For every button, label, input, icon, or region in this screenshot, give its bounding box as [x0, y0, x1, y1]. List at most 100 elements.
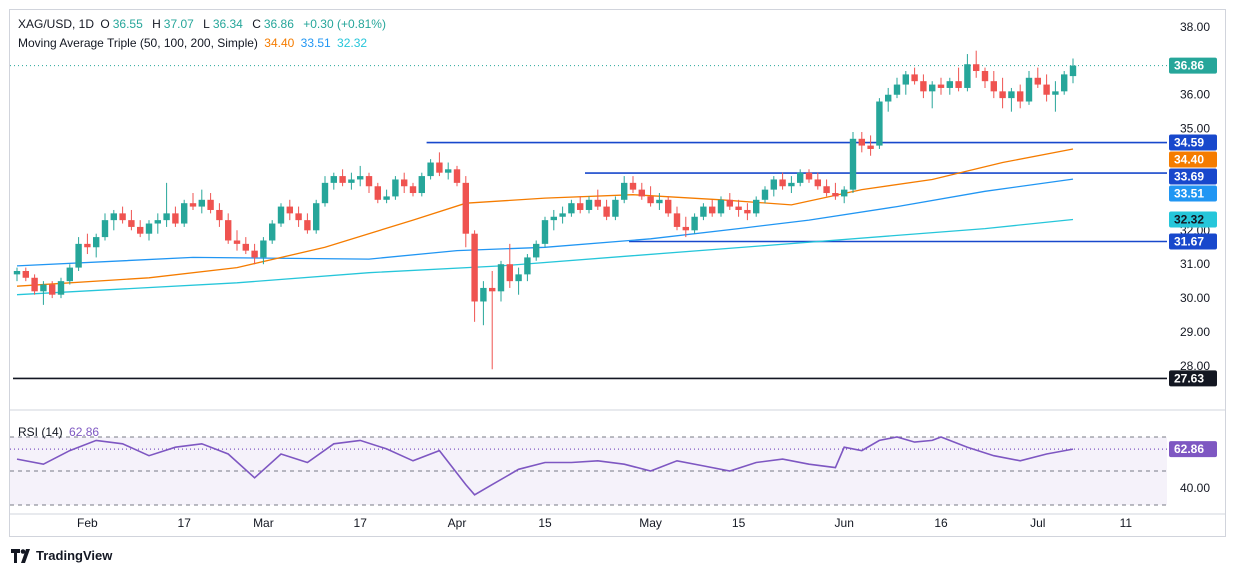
candle-body	[119, 213, 126, 221]
candle-body	[401, 179, 408, 187]
ma200-line	[16, 218, 1074, 296]
candle-body	[937, 84, 945, 88]
candle-body	[753, 199, 760, 214]
low-value: 36.34	[212, 17, 243, 31]
ma50-value-label-bg	[1169, 151, 1217, 168]
rsi-line	[16, 436, 1074, 496]
candle-body	[418, 176, 425, 194]
ohlc-high: H 37.07	[152, 17, 197, 31]
candle-body	[577, 203, 584, 210]
candle-body	[445, 169, 452, 173]
candle-body	[1069, 65, 1077, 77]
candle-body	[216, 209, 223, 221]
candle-body	[269, 223, 276, 241]
price-tick-label: 38.00	[1180, 20, 1210, 34]
time-tick-label: Feb	[77, 516, 98, 530]
candle-body	[797, 172, 804, 183]
time-tick-label: 15	[538, 516, 552, 530]
candle-body	[84, 243, 91, 248]
level-label-support-2: 27.63	[1174, 371, 1204, 385]
candle-body	[946, 81, 953, 88]
candle-body	[436, 162, 443, 173]
candle-body	[788, 182, 795, 187]
candle-body	[75, 243, 82, 268]
candle-body	[374, 186, 381, 200]
candle-body	[893, 84, 901, 95]
candle-body	[770, 179, 777, 190]
time-tick-label: 17	[354, 516, 368, 530]
candle-body	[427, 162, 434, 177]
level-label-resistance-2: 33.69	[1174, 170, 1204, 184]
candle-body	[453, 169, 461, 183]
candle-body	[814, 179, 821, 187]
candle-body	[489, 287, 496, 292]
time-tick-label: 17	[178, 516, 192, 530]
candle-body	[990, 81, 997, 92]
time-tick-label: Mar	[253, 516, 274, 530]
candle-body	[1052, 91, 1059, 95]
candle-body	[198, 199, 205, 207]
level-label-resistance-1-bg	[1169, 134, 1217, 151]
candle-body	[137, 226, 144, 234]
symbol-legend: XAG/USD, 1D O 36.55 H 37.07 L 36.34 C 36.86 …	[18, 17, 389, 31]
candle-body	[823, 186, 830, 194]
candle-body	[885, 94, 892, 102]
candle-body	[1025, 77, 1033, 102]
price-tick-label: 28.00	[1180, 359, 1210, 373]
last-price-label: 36.86	[1174, 59, 1204, 73]
candle-body	[673, 213, 681, 227]
candle-body	[541, 220, 549, 244]
ma200-value-label: 32.32	[1174, 212, 1204, 226]
low-label: L	[203, 17, 210, 31]
candle-body	[409, 186, 417, 194]
time-tick-label: 15	[732, 516, 746, 530]
candle-body	[515, 274, 522, 282]
candle-body	[612, 199, 619, 217]
candle-body	[286, 206, 293, 214]
candle-body	[365, 176, 373, 187]
candle-body	[929, 84, 936, 92]
price-tick-label: 36.00	[1180, 88, 1210, 102]
chart-frame	[9, 9, 1226, 537]
high-label: H	[152, 17, 161, 31]
candle-body	[304, 220, 311, 231]
candle-body	[225, 220, 232, 241]
rsi-value-label: 62.86	[1174, 442, 1204, 456]
candle-body	[383, 196, 390, 200]
ma-legend: Moving Average Triple (50, 100, 200, Sim…	[18, 36, 370, 50]
brand-name: TradingView	[36, 548, 113, 563]
rsi-value-label-bg	[1169, 441, 1217, 458]
candle-body	[867, 145, 874, 149]
price-tick-label: 29.00	[1180, 325, 1210, 339]
open-label: O	[100, 17, 110, 31]
candle-body	[321, 182, 329, 204]
candle-body	[31, 277, 38, 292]
tradingview-logo[interactable]: TradingView	[11, 548, 112, 563]
candle-body	[955, 81, 962, 88]
candle-body	[348, 179, 355, 183]
price-tick-label: 30.00	[1180, 291, 1210, 305]
candle-body	[832, 193, 839, 197]
close-value: 36.86	[263, 17, 294, 31]
time-tick-label: 16	[934, 516, 948, 530]
candle-body	[858, 138, 865, 146]
candle-body	[277, 206, 285, 224]
candle-body	[1034, 77, 1041, 85]
candle-body	[568, 203, 575, 214]
ohlc-open: O 36.55	[100, 17, 145, 31]
ma100-value-label-bg	[1169, 185, 1217, 202]
candle-body	[154, 220, 161, 224]
candle-body	[779, 179, 786, 187]
candle-body	[849, 138, 857, 190]
candle-body	[392, 179, 399, 197]
candle-body	[101, 220, 109, 238]
time-tick-label: Apr	[448, 516, 467, 530]
candle-body	[973, 64, 980, 72]
candle-body	[480, 287, 487, 302]
rsi-tick-label: 40.00	[1180, 481, 1210, 495]
price-tick-label: 35.00	[1180, 122, 1210, 136]
candle-body	[66, 267, 73, 282]
candle-body	[594, 199, 601, 207]
candle-body	[744, 209, 751, 214]
